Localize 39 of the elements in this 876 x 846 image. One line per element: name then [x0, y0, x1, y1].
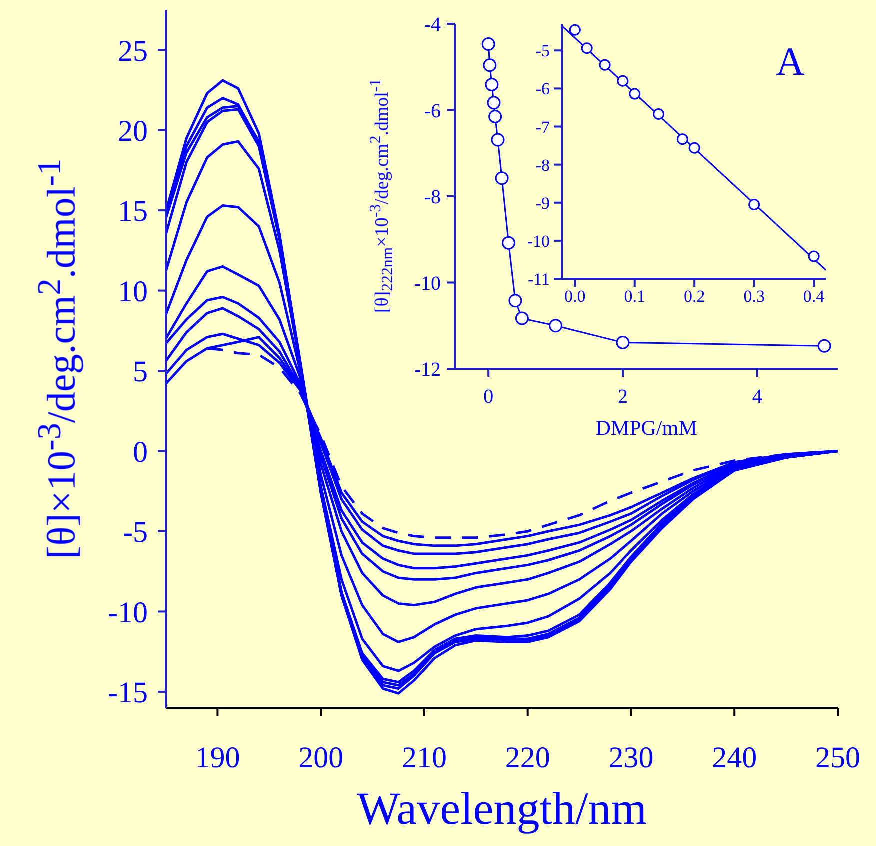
x-tick-label: 0 — [484, 386, 494, 408]
x-tick-label: 190 — [195, 741, 240, 774]
annotation: A — [776, 38, 805, 85]
y-tick-label: -5 — [123, 516, 148, 550]
y-tick-label: -10 — [414, 272, 441, 295]
y-tick-label: -7 — [536, 118, 550, 137]
y-tick-label: 10 — [118, 275, 148, 308]
x-tick-label: 200 — [298, 741, 344, 774]
y-tick-label: -12 — [414, 359, 441, 382]
x-tick-label: 0.2 — [684, 287, 706, 306]
x-tick-label: 0.3 — [744, 287, 765, 306]
y-tick-label: -4 — [424, 14, 441, 36]
y-tick-label: 25 — [118, 34, 148, 68]
y-tick-label: -6 — [424, 100, 441, 122]
x-tick-label: 250 — [816, 741, 860, 774]
y-tick-label: 20 — [118, 114, 148, 148]
y-tick-label: -11 — [528, 270, 550, 290]
y-tick-label: -8 — [424, 186, 441, 209]
x-tick-label: 0.4 — [803, 287, 826, 306]
x-tick-label: 240 — [712, 741, 758, 774]
y-tick-label: -5 — [536, 42, 550, 61]
y-tick-label: -8 — [536, 156, 550, 175]
y-tick-label: 15 — [118, 195, 148, 228]
y-tick-label: -9 — [536, 194, 550, 213]
x-tick-label: 4 — [752, 386, 762, 408]
x-tick-label: 0.1 — [624, 287, 646, 306]
y-tick-label: -6 — [536, 80, 550, 99]
x-axis-title: Wavelength/nm — [356, 782, 648, 835]
y-tick-label: -10 — [108, 596, 148, 630]
x-tick-label: 0.0 — [564, 287, 586, 306]
y-tick-label: 0 — [133, 436, 148, 469]
x-tick-label: 220 — [505, 741, 550, 774]
x-axis-title: DMPG/mM — [594, 416, 698, 441]
y-tick-label: 5 — [133, 356, 148, 389]
x-tick-label: 2 — [618, 386, 628, 408]
x-tick-label: 230 — [608, 741, 654, 774]
x-tick-label: 210 — [402, 741, 447, 774]
y-tick-label: -15 — [108, 676, 148, 710]
y-tick-label: -10 — [527, 232, 550, 251]
